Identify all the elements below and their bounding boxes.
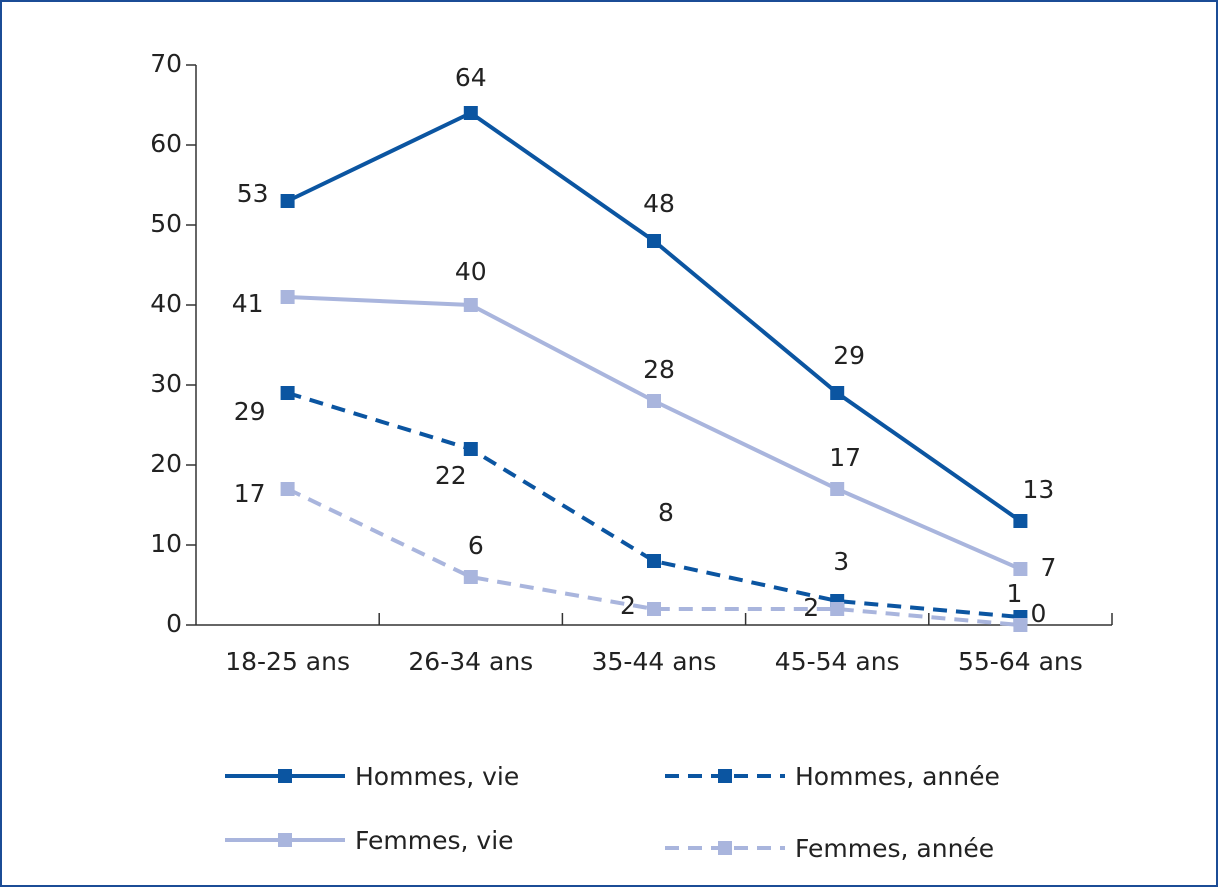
data-label: 22 — [435, 461, 467, 490]
marker — [1013, 618, 1028, 632]
y-tick-label: 20 — [150, 449, 182, 478]
legend-marker — [718, 769, 732, 783]
marker — [280, 386, 295, 400]
marker — [280, 290, 295, 304]
legend-label: Hommes, vie — [355, 762, 519, 791]
y-tick-label: 10 — [150, 529, 182, 558]
data-label: 41 — [232, 289, 264, 318]
marker — [1013, 562, 1028, 576]
marker — [463, 298, 478, 312]
marker — [647, 602, 661, 616]
data-label: 6 — [468, 531, 484, 560]
y-tick-label: 50 — [150, 209, 182, 238]
x-tick-label: 26-34 ans — [408, 647, 533, 676]
marker — [647, 554, 661, 568]
y-tick-label: 60 — [150, 129, 182, 158]
marker — [463, 442, 478, 456]
data-label: 64 — [455, 63, 487, 92]
y-tick-label: 30 — [150, 369, 182, 398]
data-label: 53 — [237, 179, 269, 208]
x-tick-label: 45-54 ans — [775, 647, 900, 676]
data-label: 13 — [1022, 475, 1054, 504]
data-label: 28 — [643, 355, 675, 384]
data-label: 29 — [234, 397, 266, 426]
data-label: 1 — [1006, 579, 1022, 608]
y-tick-label: 0 — [166, 609, 182, 638]
data-label: 7 — [1040, 553, 1056, 582]
data-label: 29 — [833, 341, 865, 370]
marker — [1013, 514, 1028, 528]
y-tick-label: 70 — [150, 49, 182, 78]
x-tick-label: 55-64 ans — [958, 647, 1083, 676]
marker — [647, 394, 661, 408]
marker — [463, 570, 478, 584]
legend-label: Femmes, vie — [355, 826, 514, 855]
data-label: 2 — [620, 591, 636, 620]
legend-marker — [718, 841, 732, 855]
x-tick-label: 18-25 ans — [225, 647, 350, 676]
data-label: 2 — [803, 593, 819, 622]
data-label: 0 — [1030, 599, 1046, 628]
x-tick-label: 35-44 ans — [592, 647, 717, 676]
legend-label: Femmes, année — [795, 834, 994, 863]
marker — [830, 602, 845, 616]
legend-label: Hommes, année — [795, 762, 1000, 791]
data-label: 3 — [833, 547, 849, 576]
data-label: 17 — [234, 479, 266, 508]
series-line — [286, 487, 1021, 627]
marker — [830, 482, 845, 496]
data-label: 8 — [658, 498, 674, 527]
marker — [830, 386, 845, 400]
data-label: 17 — [829, 443, 861, 472]
data-label: 40 — [455, 257, 487, 286]
series-line — [287, 391, 1021, 619]
legend-marker — [278, 769, 292, 783]
marker — [463, 106, 478, 120]
data-label: 48 — [643, 189, 675, 218]
marker — [647, 234, 661, 248]
legend-marker — [278, 833, 292, 847]
y-tick-label: 40 — [150, 289, 182, 318]
marker — [280, 482, 295, 496]
marker — [280, 194, 295, 208]
